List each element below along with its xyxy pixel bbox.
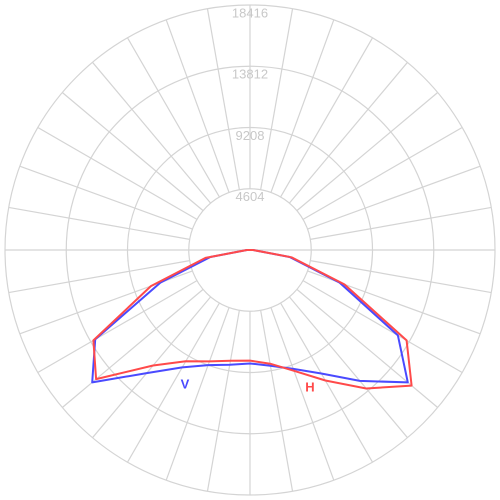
spoke [270, 307, 335, 481]
spoke [92, 296, 212, 439]
spoke [260, 8, 294, 190]
spoke [296, 92, 439, 212]
spoke [260, 310, 294, 492]
r-tick-label: 13812 [232, 67, 268, 82]
spoke [206, 310, 240, 492]
spoke [19, 165, 193, 230]
spoke [37, 126, 198, 220]
spoke [61, 288, 204, 408]
spoke [165, 307, 230, 481]
r-tick-label: 9208 [236, 128, 265, 143]
ring [126, 126, 374, 374]
spoke [92, 61, 212, 204]
spoke [302, 280, 463, 374]
spoke [288, 61, 408, 204]
ring [65, 65, 435, 435]
spoke [280, 37, 374, 198]
series-label: H [305, 379, 314, 394]
series-label: V [181, 376, 190, 391]
ring [188, 188, 312, 312]
r-tick-label: 4604 [236, 189, 265, 204]
ring [4, 4, 496, 496]
spoke [165, 19, 230, 193]
spoke [280, 302, 374, 463]
spoke [288, 296, 408, 439]
r-tick-label: 18416 [232, 5, 268, 20]
spoke [302, 126, 463, 220]
spoke [270, 19, 335, 193]
spoke [61, 92, 204, 212]
curve [91, 249, 409, 384]
spoke [310, 260, 492, 294]
spoke [296, 288, 439, 408]
spoke [126, 37, 220, 198]
curve [92, 249, 413, 390]
spoke [206, 8, 240, 190]
spoke [8, 206, 190, 240]
spoke [126, 302, 220, 463]
spoke [37, 280, 198, 374]
spoke [310, 206, 492, 240]
spoke [307, 165, 481, 230]
spoke [8, 260, 190, 294]
